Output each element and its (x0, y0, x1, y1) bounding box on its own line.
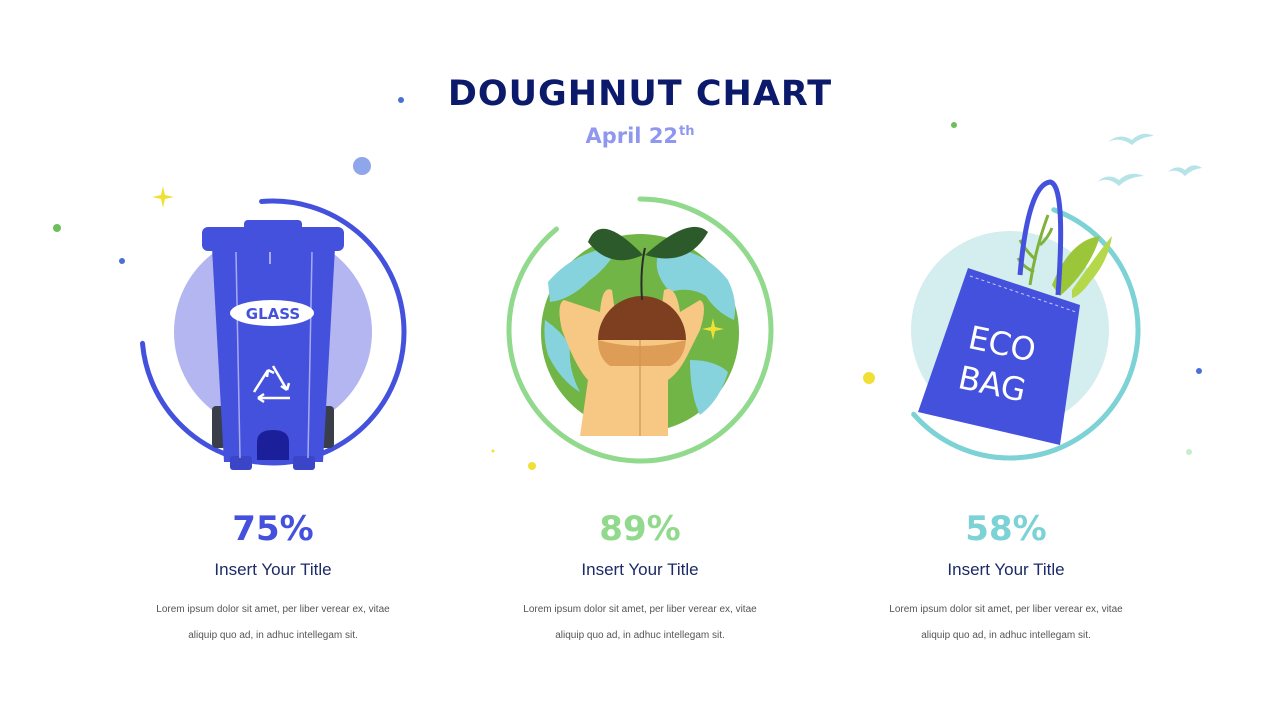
doughnut-2 (506, 196, 774, 464)
bird-icon (1097, 173, 1144, 186)
card-title: Insert Your Title (581, 560, 699, 579)
decor-dot (398, 97, 404, 103)
subtitle-superscript: th (679, 124, 695, 139)
stat-card-3: 58% Insert Your Title Lorem ipsum dolor … (846, 505, 1166, 649)
card-description-line: Lorem ipsum dolor sit amet, per liber ve… (889, 604, 1123, 615)
card-description-line: Lorem ipsum dolor sit amet, per liber ve… (156, 604, 390, 615)
decor-dot (863, 372, 875, 384)
doughnut-3-arc (911, 207, 1141, 461)
recycle-icon (252, 365, 291, 404)
decor-dot (528, 462, 536, 470)
hands-holding-earth-icon (541, 226, 739, 436)
doughnut-3: ECO BAG (911, 179, 1141, 461)
card-description: Lorem ipsum dolor sit amet, per liber ve… (113, 597, 433, 649)
decor-dot (53, 224, 61, 232)
card-description: Lorem ipsum dolor sit amet, per liber ve… (480, 597, 800, 649)
card-title: Insert Your Title (214, 560, 332, 579)
card-description-line: aliquip quo ad, in adhuc intellegam sit. (555, 630, 725, 641)
subtitle-text: April 22 (585, 124, 679, 148)
stat-card-1: 75% Insert Your Title Lorem ipsum dolor … (113, 505, 433, 649)
eco-bag-icon: ECO BAG (918, 179, 1112, 445)
bin-label: GLASS (246, 305, 300, 323)
doughnut-1-arc (140, 198, 407, 466)
page-title: DOUGHNUT CHART (447, 74, 833, 114)
decor-dot (491, 449, 495, 453)
decor-dot (353, 157, 371, 175)
page-subtitle: April 22th (0, 124, 1280, 148)
percent-value: 58% (965, 509, 1047, 549)
decorations (53, 97, 1202, 470)
card-title: Insert Your Title (947, 560, 1065, 579)
percent-value: 89% (599, 509, 681, 549)
card-description: Lorem ipsum dolor sit amet, per liber ve… (846, 597, 1166, 649)
decor-dot (1186, 449, 1192, 455)
bird-icon (1168, 165, 1202, 176)
bird-icon (1108, 133, 1154, 145)
percent-value: 75% (232, 509, 314, 549)
sparkle-icon (152, 186, 174, 208)
decor-dot (951, 122, 957, 128)
decor-dot (119, 258, 125, 264)
card-description-line: aliquip quo ad, in adhuc intellegam sit. (188, 630, 358, 641)
glass-recycling-bin-icon: GLASS (202, 220, 344, 470)
doughnut-1: GLASS (140, 198, 407, 470)
doughnut-2-arc (506, 196, 774, 464)
stat-card-2: 89% Insert Your Title Lorem ipsum dolor … (480, 505, 800, 649)
decor-dot (1196, 368, 1202, 374)
card-description-line: Lorem ipsum dolor sit amet, per liber ve… (523, 604, 757, 615)
card-description-line: aliquip quo ad, in adhuc intellegam sit. (921, 630, 1091, 641)
